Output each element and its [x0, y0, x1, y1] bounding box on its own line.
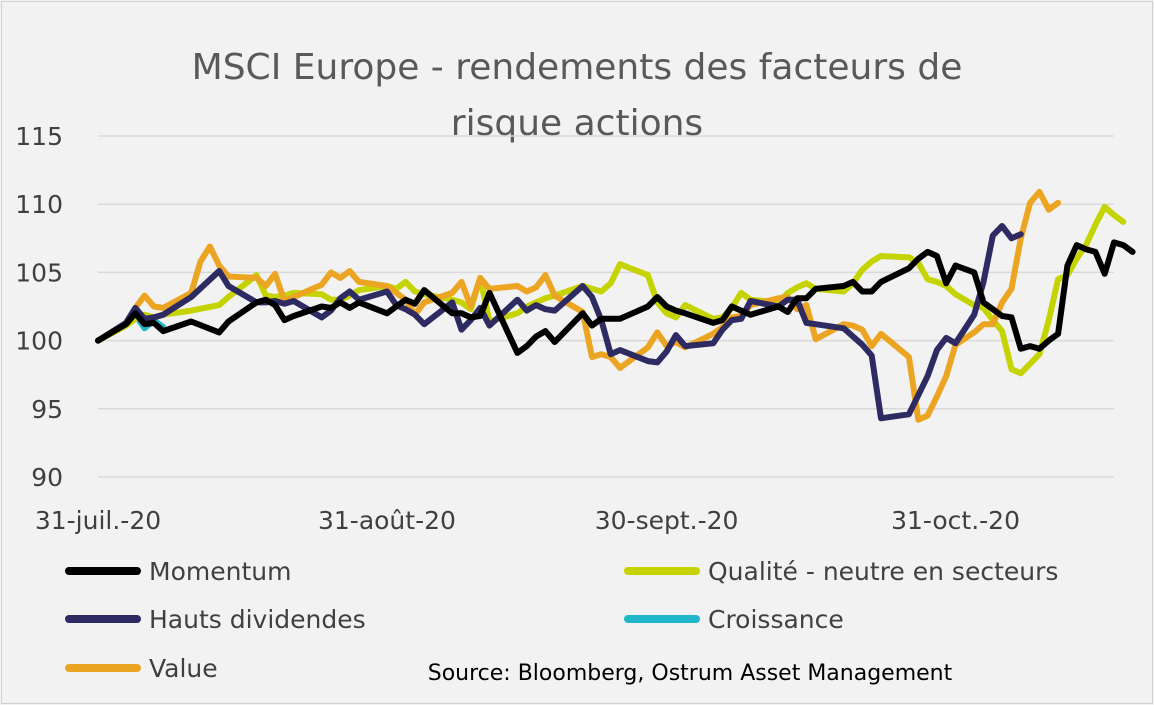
series-line-hauts-dividendes — [95, 223, 1024, 422]
series-lines — [95, 188, 1136, 423]
y-tick-label: 100 — [15, 327, 63, 356]
chart-title-line-2: risque actions — [451, 103, 703, 144]
series-line-momentum — [95, 239, 1136, 356]
legend-label-hauts-dividendes: Hauts dividendes — [149, 605, 366, 634]
legend-label-croissance: Croissance — [708, 605, 844, 634]
source-note: Source: Bloomberg, Ostrum Asset Manageme… — [428, 661, 953, 686]
chart-title-line-1: MSCI Europe - rendements des facteurs de — [192, 47, 963, 88]
legend-label-qualite-neutre-en-secteurs: Qualité - neutre en secteurs — [708, 557, 1058, 586]
legend-label-value: Value — [149, 654, 218, 683]
x-tick-label: 31-oct.-20 — [891, 506, 1020, 535]
y-tick-label: 110 — [15, 190, 63, 219]
y-axis-ticks: 90 95 100 105 110 115 — [15, 122, 63, 492]
x-tick-label: 30-sept.-20 — [595, 506, 739, 535]
y-tick-label: 95 — [31, 395, 63, 424]
series-line-value — [95, 188, 1062, 423]
legend: Momentum Qualité - neutre en secteurs Haut… — [65, 557, 1058, 683]
legend-label-momentum: Momentum — [149, 557, 291, 586]
x-axis-ticks: 31-juil.-20 31-août-20 30-sept.-20 31-oct.-… — [35, 506, 1020, 535]
y-tick-label: 115 — [15, 122, 63, 151]
x-tick-label: 31-août-20 — [318, 506, 456, 535]
y-tick-label: 90 — [31, 463, 63, 492]
y-tick-label: 105 — [15, 258, 63, 287]
x-tick-label: 31-juil.-20 — [35, 506, 161, 535]
